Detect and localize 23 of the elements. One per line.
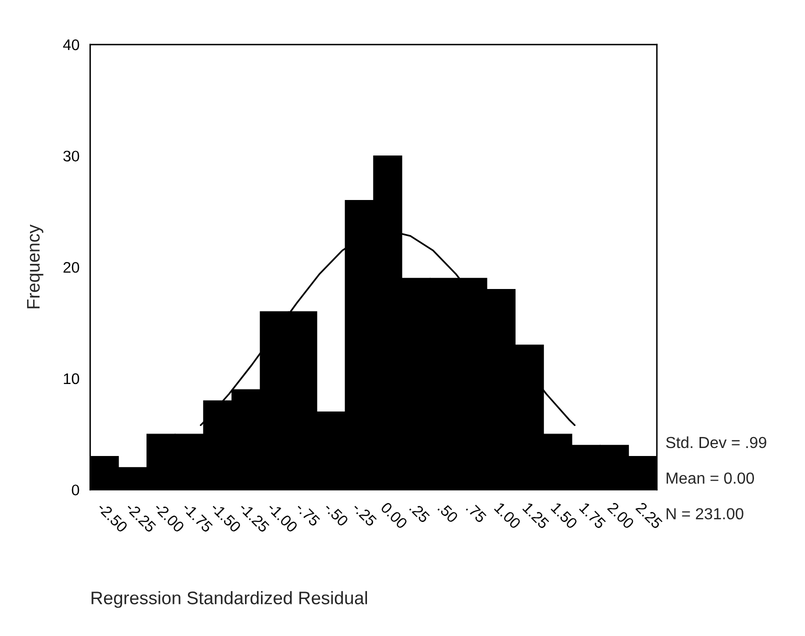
text: Mean = 0.00 [666, 472, 754, 484]
text: N = 231.00 [666, 508, 744, 520]
y-tick-label: 10 [64, 373, 80, 384]
x-axis-title: Regression Standardized Residual [92, 591, 367, 608]
x-tick-label: 0.00 [380, 502, 408, 530]
y-tick-label: 40 [63, 39, 80, 50]
y-axis-title: Frequency [27, 224, 44, 308]
x-tick-label: -.25 [352, 502, 378, 527]
text: Std. Dev = .99 [666, 436, 766, 448]
x-tick-label: 2.00 [606, 502, 635, 530]
x-tick-label: 1.00 [494, 502, 522, 530]
y-tick-label: 30 [63, 150, 80, 162]
x-tick-label: .75 [466, 502, 487, 524]
y-tick-label: 0 [72, 484, 80, 496]
x-tick-label: .50 [437, 502, 459, 524]
x-tick-label: 1.25 [522, 502, 550, 530]
x-tick-label: 2.25 [635, 502, 663, 530]
x-tick-label: -2.50 [96, 502, 128, 533]
x-tick-label: -.50 [324, 502, 349, 527]
x-tick-label: .25 [409, 502, 430, 524]
y-tick-label: 20 [64, 262, 80, 273]
x-tick-label: 1.50 [550, 502, 578, 530]
x-tick-label: 1.75 [578, 502, 606, 530]
